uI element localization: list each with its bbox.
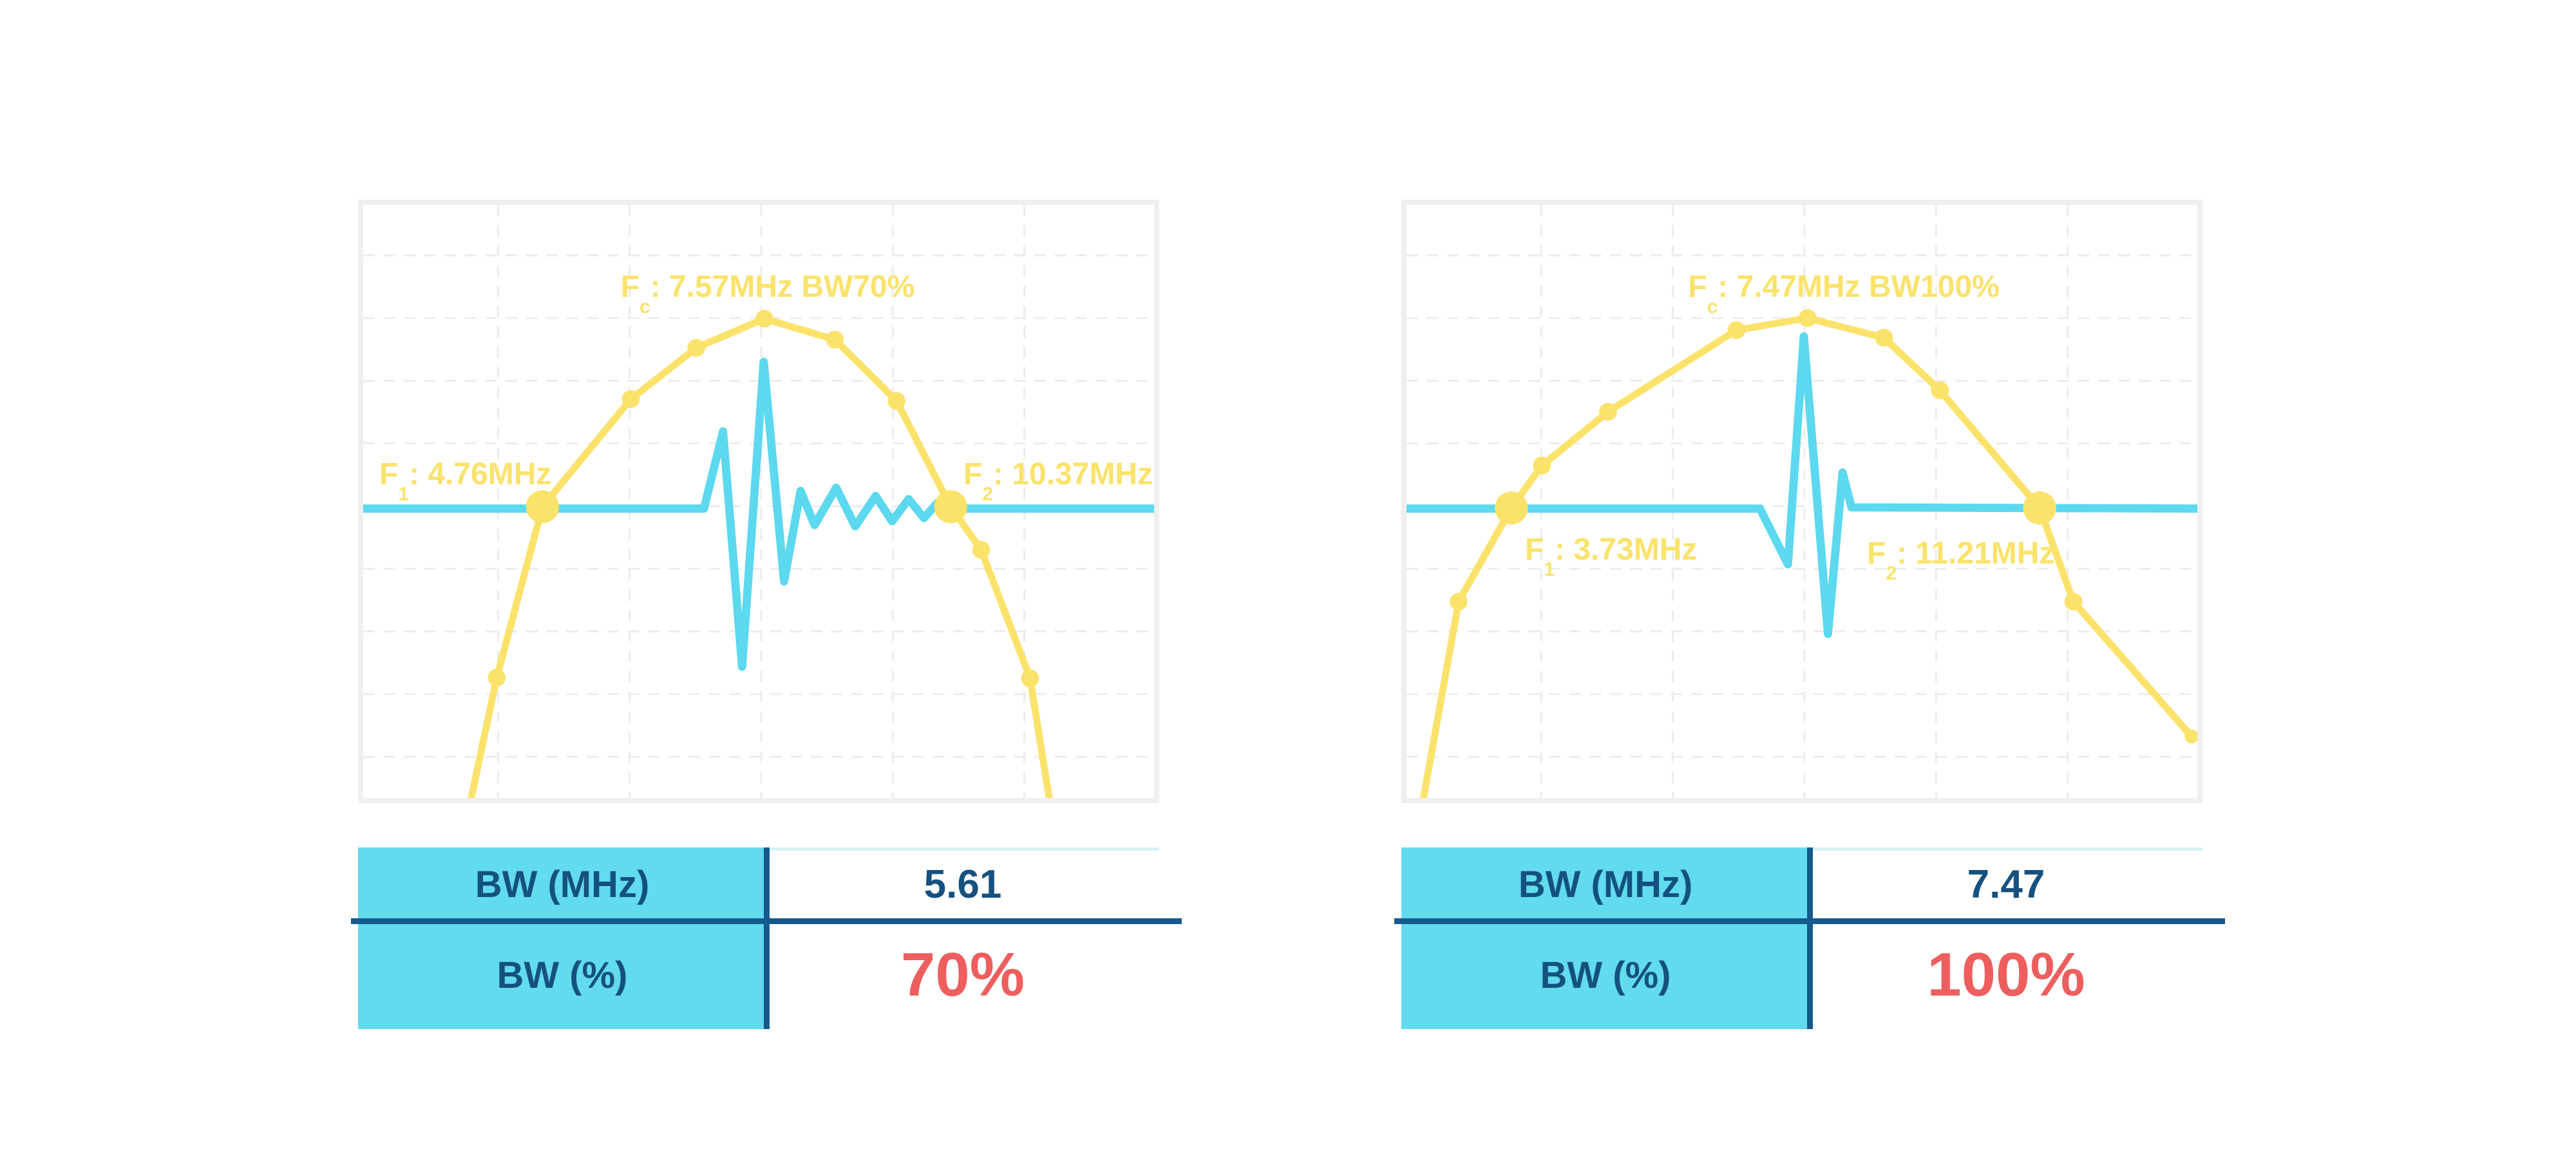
table-vertical-divider (1807, 847, 1813, 1029)
label-prefix: F (379, 457, 399, 492)
center-frequency-label: Fc: 7.47MHz BW100% (1688, 270, 2000, 317)
label-subscript: c (639, 296, 650, 317)
table-value-bw-mhz: 7.47 (1967, 862, 2045, 907)
label-prefix: F (620, 270, 639, 305)
table-value-column: 7.47 100% (1810, 847, 2202, 1029)
f2-label: F2: 11.21MHz (1867, 536, 2055, 583)
table-header-column: BW (MHz) BW (%) (1401, 847, 1810, 1029)
f1-label: F1: 4.76MHz (379, 457, 552, 504)
label-text: : 11.21MHz (1897, 536, 2055, 571)
table-label-bw-pct: BW (%) (1540, 954, 1671, 996)
table-value-bw-mhz: 5.61 (923, 862, 1002, 907)
table-horizontal-divider (1394, 918, 2225, 924)
f1-label: F1: 3.73MHz (1525, 533, 1698, 580)
chart-canvas (363, 205, 1154, 798)
value-column-top-border (1810, 847, 2202, 851)
label-text: : 7.47MHz BW100% (1718, 270, 2000, 305)
center-frequency-label: Fc: 7.57MHz BW70% (620, 270, 915, 317)
table-header-column: BW (MHz) BW (%) (358, 847, 766, 1029)
value-column-top-border (766, 847, 1159, 851)
label-prefix: F (963, 457, 983, 492)
label-text: : 4.76MHz (409, 457, 552, 492)
chart-canvas (1406, 205, 2197, 798)
label-text: : 3.73MHz (1555, 533, 1698, 567)
label-prefix: F (1525, 533, 1544, 567)
label-text: : 10.37MHz (993, 457, 1153, 492)
table-value-column: 5.61 70% (766, 847, 1159, 1029)
label-subscript: 1 (1544, 558, 1555, 580)
table-vertical-divider (764, 847, 770, 1029)
spectrum-chart-70pct: Fc: 7.57MHz BW70% F1: 4.76MHz F2: 10.37M… (358, 200, 1159, 803)
bandwidth-table-100pct: BW (MHz) BW (%) 7.47 100% (1394, 847, 2225, 1029)
f2-label: F2: 10.37MHz (963, 457, 1153, 504)
spectrum-chart-100pct: Fc: 7.47MHz BW100% F1: 3.73MHz F2: 11.21… (1401, 200, 2202, 803)
bandwidth-table-70pct: BW (MHz) BW (%) 5.61 70% (351, 847, 1182, 1029)
table-value-bw-pct: 100% (1927, 940, 2085, 1009)
label-subscript: 1 (398, 483, 410, 505)
table-label-bw-pct: BW (%) (497, 954, 628, 996)
label-prefix: F (1867, 536, 1886, 571)
label-subscript: c (1707, 296, 1718, 317)
label-subscript: 2 (1886, 562, 1897, 584)
label-prefix: F (1688, 270, 1707, 305)
label-text: : 7.57MHz BW70% (650, 270, 915, 305)
table-value-bw-pct: 70% (900, 940, 1025, 1009)
table-label-bw-mhz: BW (MHz) (1518, 863, 1693, 905)
label-subscript: 2 (982, 483, 994, 505)
table-label-bw-mhz: BW (MHz) (475, 863, 650, 905)
table-horizontal-divider (351, 918, 1182, 924)
